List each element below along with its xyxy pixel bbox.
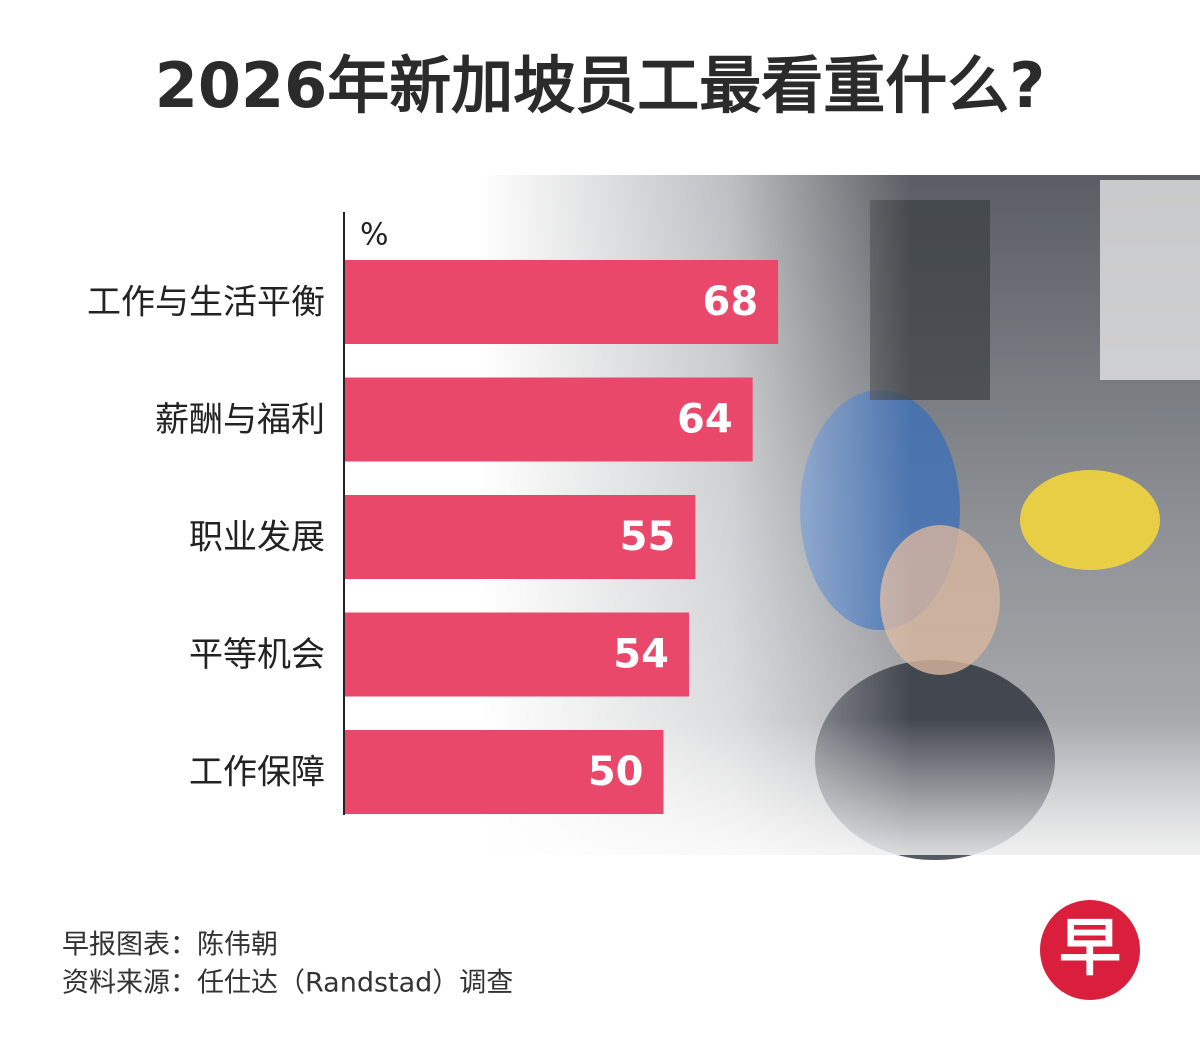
bar: [345, 730, 664, 814]
value-label: 54: [613, 632, 669, 678]
unit-label: %: [360, 218, 389, 253]
bar: [345, 377, 753, 462]
category-label: 职业发展: [189, 518, 325, 558]
credit-line: 资料来源：任仕达（Randstad）调查: [62, 968, 513, 999]
value-label: 55: [620, 514, 676, 560]
bar: [345, 612, 689, 697]
value-label: 64: [677, 397, 733, 443]
logo-circle: [1040, 900, 1140, 1000]
bar: [345, 260, 779, 344]
value-label: 68: [702, 279, 758, 325]
category-label: 工作保障: [189, 753, 325, 793]
credit-line: 早报图表：陈伟朝: [62, 930, 278, 961]
value-label: 50: [588, 749, 644, 795]
category-label: 工作与生活平衡: [87, 283, 325, 323]
chart-title: 2026年新加坡员工最看重什么?: [155, 49, 1046, 122]
category-label: 平等机会: [189, 635, 325, 675]
category-label: 薪酬与福利: [155, 400, 325, 440]
bars: 工作与生活平衡 68 薪酬与福利 64 职业发展 55 平等机会 54 工作保障 50: [87, 260, 779, 814]
bar: [345, 495, 696, 579]
logo: 早: [1059, 911, 1121, 984]
